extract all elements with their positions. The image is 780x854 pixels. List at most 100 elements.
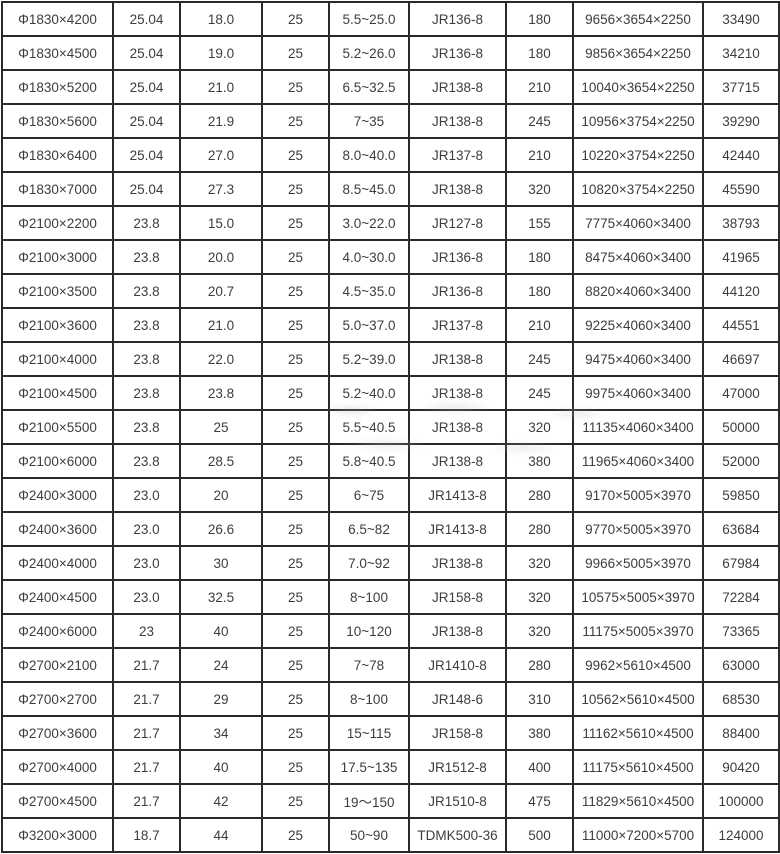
- table-cell: 400: [505, 749, 574, 785]
- table-cell: 67984: [702, 545, 780, 581]
- table-cell: JR158-8: [408, 579, 507, 615]
- table-cell: 180: [505, 239, 574, 275]
- table-cell: 7~78: [328, 647, 410, 683]
- table-cell: 5.5~40.5: [328, 409, 410, 445]
- table-cell: 25: [261, 681, 330, 717]
- table-cell: JR1510-8: [408, 783, 507, 819]
- table-cell: 210: [505, 307, 574, 343]
- table-cell: 5.2~39.0: [328, 341, 410, 377]
- table-cell: 11175×5610×4500: [572, 749, 704, 785]
- table-cell: Φ2100×2200: [1, 205, 114, 241]
- table-cell: 18.7: [112, 817, 181, 853]
- table-cell: 25: [261, 341, 330, 377]
- table-cell: 44120: [702, 273, 780, 309]
- table-cell: Φ2700×4000: [1, 749, 114, 785]
- table-cell: 245: [505, 341, 574, 377]
- table-cell: 25: [179, 409, 263, 445]
- table-cell: 25: [261, 545, 330, 581]
- table-cell: 34210: [702, 35, 780, 71]
- table-row: Φ2100×6000 23.8 28.5 25 5.8~40.5 JR138-8 380 11…: [1, 443, 780, 479]
- table-cell: 59850: [702, 477, 780, 513]
- table-cell: JR136-8: [408, 35, 507, 71]
- table-cell: 40: [179, 613, 263, 649]
- table-cell: 180: [505, 35, 574, 71]
- table-cell: JR138-8: [408, 103, 507, 139]
- table-cell: 8~100: [328, 579, 410, 615]
- table-cell: 25: [261, 35, 330, 71]
- table-cell: 9170×5005×3970: [572, 477, 704, 513]
- table-cell: 8.0~40.0: [328, 137, 410, 173]
- table-cell: 37715: [702, 69, 780, 105]
- table-cell: 500: [505, 817, 574, 853]
- table-cell: 9966×5005×3970: [572, 545, 704, 581]
- table-cell: 88400: [702, 715, 780, 751]
- table-cell: 25: [261, 511, 330, 547]
- table-row: Φ2700×3600 21.7 34 25 15~115 JR158-8 380 11162×…: [1, 715, 780, 751]
- table-cell: JR127-8: [408, 205, 507, 241]
- table-cell: 7775×4060×3400: [572, 205, 704, 241]
- table-cell: 21.0: [179, 69, 263, 105]
- table-cell: 50~90: [328, 817, 410, 853]
- table-cell: 5.0~37.0: [328, 307, 410, 343]
- table-row: Φ2100×4500 23.8 23.8 25 5.2~40.0 JR138-8 245 99…: [1, 375, 780, 411]
- table-cell: 10~120: [328, 613, 410, 649]
- table-cell: Φ1830×4500: [1, 35, 114, 71]
- table-row: Φ2400×3000 23.0 20 25 6~75 JR1413-8 280 9170×50…: [1, 477, 780, 513]
- table-cell: 45590: [702, 171, 780, 207]
- table-cell: JR138-8: [408, 545, 507, 581]
- table-cell: 25.04: [112, 103, 181, 139]
- table-cell: 23.0: [112, 511, 181, 547]
- table-cell: 90420: [702, 749, 780, 785]
- table-cell: Φ2100×3000: [1, 239, 114, 275]
- table-cell: 20: [179, 477, 263, 513]
- table-cell: 25.04: [112, 171, 181, 207]
- table-cell: 19～150: [328, 783, 410, 819]
- table-cell: 10575×5005×3970: [572, 579, 704, 615]
- table-cell: 25: [261, 783, 330, 819]
- table-cell: Φ2400×4500: [1, 579, 114, 615]
- table-cell: JR137-8: [408, 307, 507, 343]
- table-cell: 25: [261, 443, 330, 479]
- table-row: Φ2100×2200 23.8 15.0 25 3.0~22.0 JR127-8 155 77…: [1, 205, 780, 241]
- table-cell: 42: [179, 783, 263, 819]
- table-cell: Φ2100×3600: [1, 307, 114, 343]
- table-cell: 9225×4060×3400: [572, 307, 704, 343]
- table-cell: Φ2100×3500: [1, 273, 114, 309]
- table-cell: 15.0: [179, 205, 263, 241]
- table-cell: 68530: [702, 681, 780, 717]
- table-row: Φ1830×4500 25.04 19.0 25 5.2~26.0 JR136-8 180 9…: [1, 35, 780, 71]
- table-cell: 26.6: [179, 511, 263, 547]
- table-cell: 42440: [702, 137, 780, 173]
- table-cell: 23: [112, 613, 181, 649]
- table-cell: 23.8: [112, 239, 181, 275]
- table-row: Φ2700×2100 21.7 24 25 7~78 JR1410-8 280 9962×56…: [1, 647, 780, 683]
- table-cell: 9475×4060×3400: [572, 341, 704, 377]
- table-cell: 25: [261, 239, 330, 275]
- table-cell: 155: [505, 205, 574, 241]
- table-cell: 30: [179, 545, 263, 581]
- table-cell: 7~35: [328, 103, 410, 139]
- table-cell: 8.5~45.0: [328, 171, 410, 207]
- table-cell: 25: [261, 103, 330, 139]
- table-cell: JR158-8: [408, 715, 507, 751]
- table-cell: 40: [179, 749, 263, 785]
- table-cell: 25: [261, 171, 330, 207]
- table-cell: 23.0: [112, 545, 181, 581]
- table-cell: 11000×7200×5700: [572, 817, 704, 853]
- table-cell: 23.8: [112, 307, 181, 343]
- table-cell: 19.0: [179, 35, 263, 71]
- table-cell: Φ2700×3600: [1, 715, 114, 751]
- table-cell: 124000: [702, 817, 780, 853]
- table-cell: 29: [179, 681, 263, 717]
- table-cell: JR138-8: [408, 409, 507, 445]
- table-cell: 280: [505, 477, 574, 513]
- table-cell: 23.8: [112, 375, 181, 411]
- table-cell: 73365: [702, 613, 780, 649]
- table-cell: Φ3200×3000: [1, 817, 114, 853]
- table-cell: 210: [505, 137, 574, 173]
- table-cell: Φ2400×4000: [1, 545, 114, 581]
- table-cell: 21.7: [112, 647, 181, 683]
- table-cell: 6~75: [328, 477, 410, 513]
- table-cell: Φ2100×6000: [1, 443, 114, 479]
